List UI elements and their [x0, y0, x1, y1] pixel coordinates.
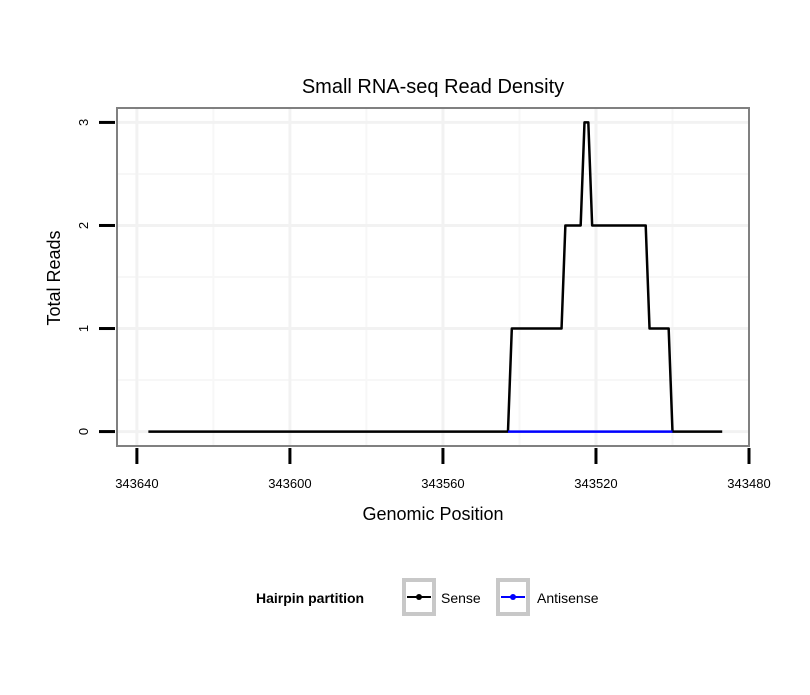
y-tick-label: 0 — [76, 428, 91, 435]
y-axis-label: Total Reads — [44, 230, 64, 325]
y-tick-label: 3 — [76, 119, 91, 126]
plot-panel-border — [116, 107, 750, 447]
x-axis: 343640 343600 343560 343520 343480 — [115, 448, 771, 491]
x-axis-label: Genomic Position — [362, 504, 503, 524]
series-line-sense — [148, 121, 723, 433]
legend-item-antisense[interactable]: Antisense — [496, 578, 599, 616]
grid — [117, 108, 749, 446]
x-tick-label: 343520 — [574, 476, 617, 491]
legend-item-sense[interactable]: Sense — [402, 578, 481, 616]
legend-point-antisense — [510, 594, 516, 600]
legend-label-antisense: Antisense — [537, 590, 599, 606]
legend-point-sense — [416, 594, 422, 600]
legend-title: Hairpin partition — [256, 590, 364, 606]
x-tick-label: 343640 — [115, 476, 158, 491]
x-tick-label: 343560 — [421, 476, 464, 491]
legend: Hairpin partition Sense Antisense — [256, 578, 599, 616]
x-tick-label: 343480 — [727, 476, 770, 491]
chart-title: Small RNA-seq Read Density — [302, 76, 564, 98]
y-tick-label: 1 — [76, 325, 91, 332]
series-layer — [148, 121, 723, 433]
legend-label-sense: Sense — [441, 590, 481, 606]
y-tick-label: 2 — [76, 222, 91, 229]
x-tick-label: 343600 — [268, 476, 311, 491]
y-axis: 0 1 2 3 — [76, 119, 115, 435]
